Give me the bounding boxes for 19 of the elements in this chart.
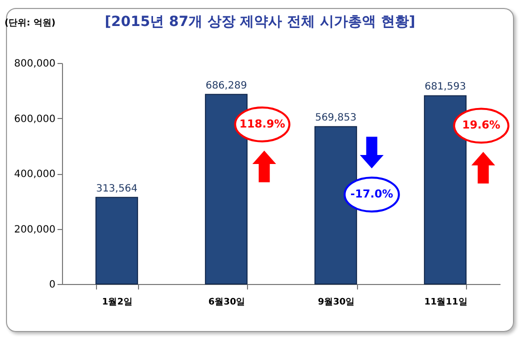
- y-tick-label: 600,000: [14, 114, 56, 125]
- data-label: 313,564: [96, 183, 138, 194]
- data-label: 569,853: [315, 112, 356, 124]
- annotation: -17.0%: [350, 188, 394, 201]
- y-tick-label: 400,000: [14, 169, 56, 180]
- x-tick-label: 11월11일: [424, 298, 468, 308]
- y-tick-label: 800,000: [14, 58, 56, 70]
- y-tick-label: 0: [49, 280, 56, 290]
- y-axis-title: (단위: 억원): [4, 18, 56, 28]
- data-label: 681,593: [424, 82, 466, 93]
- x-tick-label: 1월2일: [102, 298, 133, 308]
- chart-title: [2015년 87개 상장 제약사 전체 시가총액 현황]: [104, 14, 416, 30]
- annotation: 118.9%: [239, 117, 286, 130]
- y-tick-label: 200,000: [14, 224, 56, 236]
- data-label: 686,289: [206, 80, 247, 92]
- x-tick-label: 6월30일: [208, 298, 246, 308]
- annotation: 19.6%: [462, 118, 500, 132]
- x-tick-label: 9월30일: [318, 298, 355, 308]
- bar: [95, 196, 138, 284]
